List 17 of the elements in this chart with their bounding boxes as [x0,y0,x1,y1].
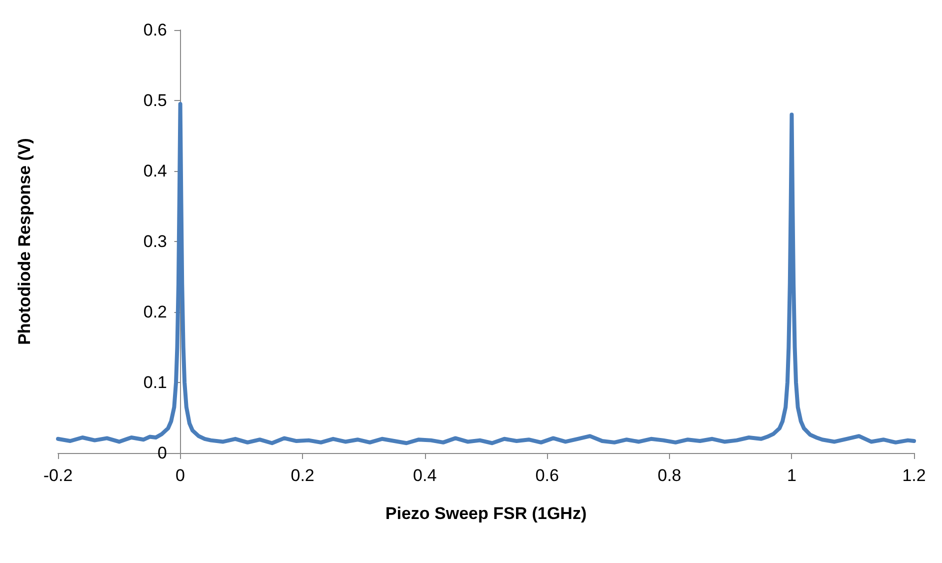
x-tick-label: 0.8 [658,466,682,485]
y-tick-label: 0.4 [143,162,167,180]
x-axis-title: Piezo Sweep FSR (1GHz) [385,504,587,523]
y-tick-label: 0 [158,444,167,462]
y-tick-label: 0.1 [143,373,167,392]
x-tick-label: 0.6 [535,466,559,485]
x-tick-label: 1.2 [902,466,926,485]
x-tick-label: 0.4 [413,466,437,485]
y-tick-label: 0.3 [143,232,167,251]
x-tick-label: 0.2 [290,466,314,485]
x-tick-label: 0 [176,466,186,485]
y-axis-title: Photodiode Response (V) [15,138,34,345]
x-tick-label: -0.2 [43,466,73,485]
x-tick-label: 1 [786,466,796,485]
y-tick-label: 0.5 [143,91,167,110]
y-tick-label: 0.2 [143,302,167,322]
y-tick-label: 0.6 [143,20,167,40]
